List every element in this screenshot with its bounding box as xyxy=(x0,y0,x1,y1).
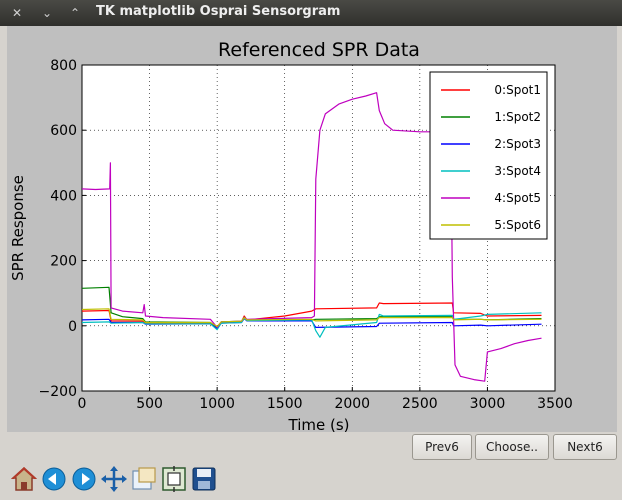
forward-icon[interactable] xyxy=(70,465,98,493)
save-icon[interactable] xyxy=(190,465,218,493)
back-icon[interactable] xyxy=(40,465,68,493)
y-tick-label: 400 xyxy=(50,188,77,204)
y-tick-label: −200 xyxy=(39,384,77,400)
chart-title: Referenced SPR Data xyxy=(218,39,420,61)
x-tick-label: 2500 xyxy=(402,396,438,412)
maximize-icon[interactable]: ⌃ xyxy=(69,6,81,20)
y-tick-label: 600 xyxy=(50,123,77,139)
legend-label: 0:Spot1 xyxy=(494,83,541,97)
y-tick-label: 800 xyxy=(50,58,77,74)
x-tick-label: 3000 xyxy=(470,396,506,412)
y-tick-label: 0 xyxy=(68,319,77,335)
window-title: TK matplotlib Osprai Sensorgram xyxy=(96,4,341,19)
legend-label: 3:Spot4 xyxy=(494,164,541,178)
legend-label: 4:Spot5 xyxy=(494,191,541,205)
next-button[interactable]: Next6 xyxy=(553,434,617,460)
window-titlebar: ✕ ⌄ ⌃ TK matplotlib Osprai Sensorgram xyxy=(0,0,622,26)
x-axis-label: Time (s) xyxy=(288,416,350,432)
x-tick-label: 0 xyxy=(78,396,87,412)
pan-icon[interactable] xyxy=(100,465,128,493)
zoom-icon[interactable] xyxy=(130,465,158,493)
choose-button[interactable]: Choose.. xyxy=(475,434,549,460)
sensorgram-chart[interactable]: 0 500 1000 1500 2000 2500 3000 3500−20002004006… xyxy=(7,26,617,434)
prev-button[interactable]: Prev6 xyxy=(412,434,472,460)
x-tick-label: 1000 xyxy=(199,396,235,412)
legend-box xyxy=(429,71,548,240)
series-line-spot5 xyxy=(81,92,542,382)
legend-label: 5:Spot6 xyxy=(494,218,541,232)
y-axis-label: SPR Response xyxy=(9,175,27,281)
legend-label: 2:Spot3 xyxy=(494,137,541,151)
subplots-icon[interactable] xyxy=(160,465,188,493)
x-tick-label: 1500 xyxy=(267,396,303,412)
x-tick-label: 500 xyxy=(136,396,163,412)
series-line-spot6 xyxy=(81,308,542,328)
x-tick-label: 3500 xyxy=(537,396,573,412)
figure-canvas[interactable]: 0 500 1000 1500 2000 2500 3000 3500 −200 0 200 400 6… xyxy=(7,26,617,434)
minimize-icon[interactable]: ⌄ xyxy=(41,6,53,20)
legend-label: 1:Spot2 xyxy=(494,110,541,124)
x-tick-label: 2000 xyxy=(334,396,370,412)
legend: 0:Spot1 1:Spot2 2:Spot3 3:Spot4 4:Spot5 5:Spo… xyxy=(429,71,548,240)
home-icon[interactable] xyxy=(10,465,38,493)
close-icon[interactable]: ✕ xyxy=(11,6,23,20)
y-tick-label: 200 xyxy=(50,254,77,270)
